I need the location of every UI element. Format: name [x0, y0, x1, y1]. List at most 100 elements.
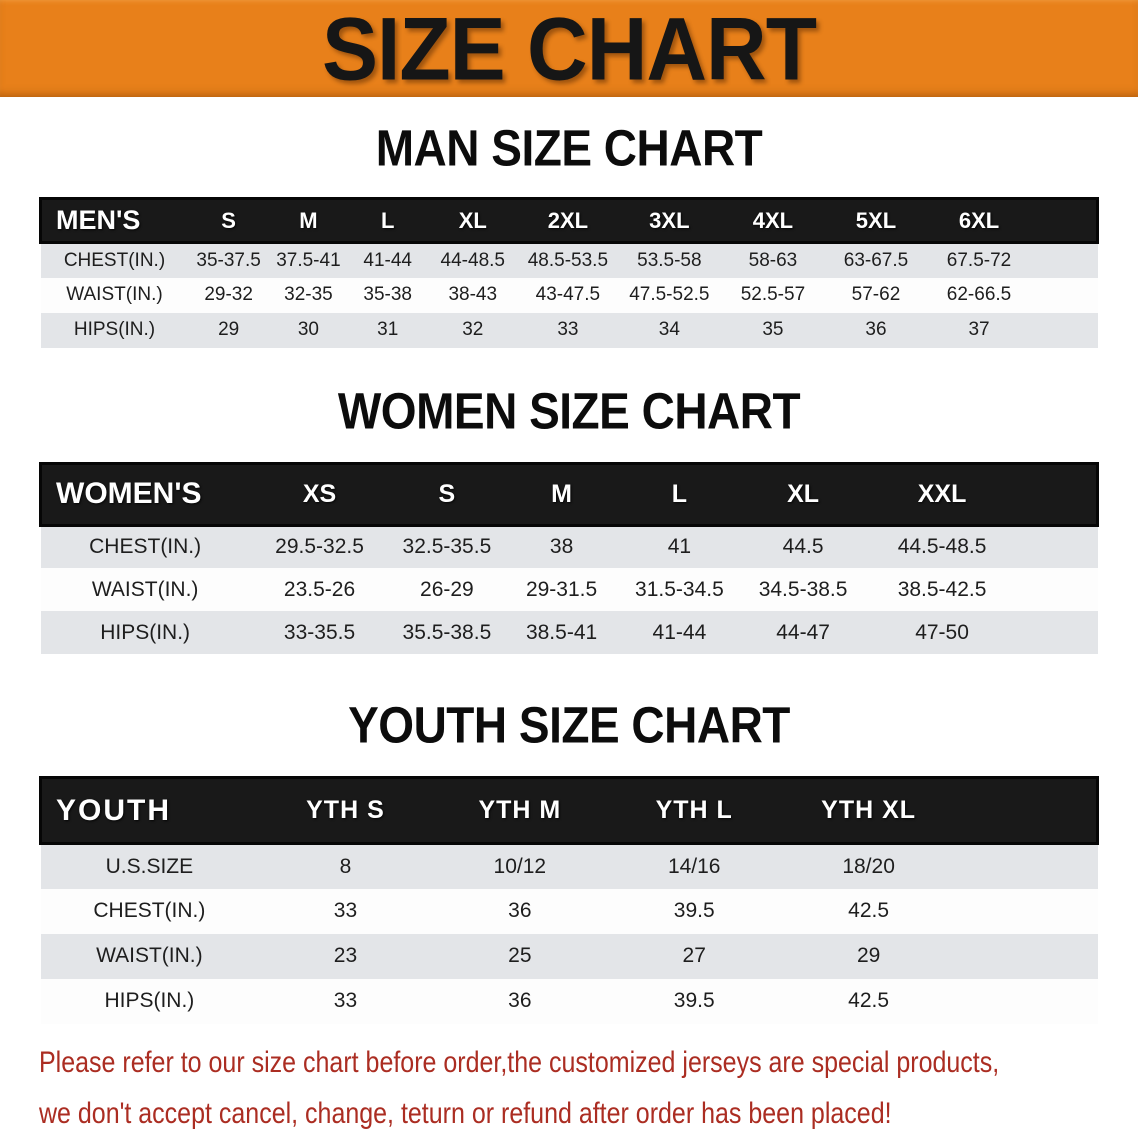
- youth-chart-title: YOUTH SIZE CHART: [348, 696, 790, 754]
- table-cell: 38.5-41: [504, 611, 619, 654]
- table-cell: 25: [432, 933, 608, 979]
- disclaimer: Please refer to our size chart before or…: [39, 1038, 1104, 1139]
- row-filler: [1018, 525, 1098, 568]
- disclaimer-line-2: we don't accept cancel, change, teturn o…: [39, 1096, 892, 1130]
- table-cell: 8: [258, 843, 433, 889]
- column-header: 2XL: [518, 197, 618, 244]
- row-filler: [1018, 568, 1098, 611]
- table-row: WAIST(IN.) 23.5-26 26-29 29-31.5 31.5-34.5 34…: [40, 568, 1098, 611]
- table-cell: 38: [504, 525, 619, 568]
- page-title: SIZE CHART: [322, 0, 817, 99]
- column-header: 6XL: [927, 197, 1031, 244]
- column-header: L: [618, 461, 741, 527]
- column-header: L: [348, 197, 428, 244]
- row-filler: [1030, 242, 1098, 278]
- row-label: CHEST(IN.): [40, 888, 259, 934]
- row-label: HIPS(IN.): [40, 611, 250, 654]
- table-cell: 35-38: [348, 277, 428, 313]
- table-row: CHEST(IN.) 29.5-32.5 32.5-35.5 38 41 44.5 44.5…: [40, 525, 1098, 568]
- table-cell: 34: [617, 312, 722, 348]
- column-header: YTH M: [432, 776, 608, 845]
- table-cell: 36: [432, 978, 608, 1024]
- table-row: WAIST(IN.) 29-32 32-35 35-38 38-43 43-47.5 47.…: [40, 277, 1098, 313]
- column-header: 4XL: [721, 197, 825, 244]
- column-header: M: [504, 461, 619, 527]
- table-cell: 10/12: [432, 843, 608, 889]
- row-filler: [1018, 611, 1098, 654]
- table-cell: 47.5-52.5: [617, 277, 722, 313]
- row-filler: [955, 888, 1098, 934]
- banner: SIZE CHART: [0, 0, 1138, 97]
- table-cell: 38-43: [427, 277, 519, 313]
- table-cell: 29: [781, 933, 956, 979]
- table-cell: 30: [268, 312, 349, 348]
- table-header-label: YOUTH: [39, 776, 259, 845]
- table-cell: 33: [258, 978, 433, 1024]
- table-cell: 29.5-32.5: [249, 525, 390, 568]
- table-cell: 36: [432, 888, 608, 934]
- table-header-label: MEN'S: [39, 197, 189, 244]
- table-cell: 39.5: [607, 978, 782, 1024]
- column-header: YTH L: [607, 776, 782, 845]
- table-cell: 32-35: [268, 277, 349, 313]
- row-filler: [955, 978, 1098, 1024]
- table-cell: 33-35.5: [249, 611, 390, 654]
- row-filler: [955, 843, 1098, 889]
- women-size-chart-section: WOMEN SIZE CHART WOMEN'S XS S M L XL XXL CHEST(…: [0, 383, 1138, 654]
- column-header: XS: [249, 461, 390, 527]
- table-cell: 58-63: [721, 242, 825, 278]
- row-label: CHEST(IN.): [40, 525, 250, 568]
- table-cell: 33: [258, 888, 433, 934]
- row-filler: [1030, 277, 1098, 313]
- column-header: YTH XL: [781, 776, 956, 845]
- row-label: U.S.SIZE: [40, 843, 259, 889]
- table-row: HIPS(IN.) 29 30 31 32 33 34 35 36 37: [40, 312, 1098, 348]
- size-table-youth: YOUTH YTH S YTH M YTH L YTH XL U.S.SIZE 8 10/12…: [39, 776, 1099, 1024]
- youth-size-table-wrap: YOUTH YTH S YTH M YTH L YTH XL U.S.SIZE 8 10/12…: [39, 776, 1099, 1024]
- table-cell: 44.5-48.5: [865, 525, 1019, 568]
- youth-size-chart-section: YOUTH SIZE CHART YOUTH YTH S YTH M YTH L YTH…: [0, 696, 1138, 1024]
- table-header-label: WOMEN'S: [38, 461, 250, 527]
- table-cell: 38.5-42.5: [865, 568, 1019, 611]
- column-header: S: [389, 461, 505, 527]
- table-cell: 37.5-41: [268, 242, 349, 278]
- table-row: CHEST(IN.) 35-37.5 37.5-41 41-44 44-48.5 48.5…: [40, 242, 1098, 278]
- column-header: 5XL: [824, 197, 928, 244]
- row-label: WAIST(IN.): [40, 277, 189, 313]
- table-cell: 52.5-57: [721, 277, 825, 313]
- table-row: U.S.SIZE 8 10/12 14/16 18/20: [40, 843, 1098, 889]
- men-size-chart-section: MAN SIZE CHART MEN'S S M L XL 2XL 3XL 4XL 5XL 6XL…: [0, 119, 1138, 348]
- table-row: HIPS(IN.) 33-35.5 35.5-38.5 38.5-41 41-44 44-…: [40, 611, 1098, 654]
- table-cell: 39.5: [607, 888, 782, 934]
- table-cell: 31.5-34.5: [618, 568, 741, 611]
- table-cell: 18/20: [781, 843, 956, 889]
- table-cell: 31: [348, 312, 428, 348]
- table-row: WAIST(IN.) 23 25 27 29: [40, 933, 1098, 979]
- table-cell: 44.5: [740, 525, 866, 568]
- table-cell: 36: [824, 312, 928, 348]
- column-header: XXL: [865, 461, 1019, 527]
- table-cell: 33: [518, 312, 618, 348]
- table-cell: 32: [427, 312, 519, 348]
- size-table-men: MEN'S S M L XL 2XL 3XL 4XL 5XL 6XL CHEST(IN.) 35-37…: [39, 197, 1099, 348]
- women-size-table-wrap: WOMEN'S XS S M L XL XXL CHEST(IN.) 29.5-32.5 32.5…: [38, 461, 1100, 654]
- header-filler: [955, 776, 1099, 845]
- table-cell: 29: [188, 312, 269, 348]
- table-cell: 27: [607, 933, 782, 979]
- header-filler: [1030, 197, 1099, 244]
- table-cell: 35.5-38.5: [389, 611, 505, 654]
- table-cell: 29-31.5: [504, 568, 619, 611]
- table-header-row: WOMEN'S XS S M L XL XXL: [38, 461, 1100, 527]
- column-header: S: [188, 197, 269, 244]
- men-chart-title: MAN SIZE CHART: [375, 119, 763, 177]
- table-cell: 34.5-38.5: [740, 568, 866, 611]
- table-cell: 48.5-53.5: [518, 242, 618, 278]
- table-cell: 43-47.5: [518, 277, 618, 313]
- table-row: CHEST(IN.) 33 36 39.5 42.5: [40, 888, 1098, 934]
- table-cell: 35: [721, 312, 825, 348]
- row-filler: [955, 933, 1098, 979]
- table-row: HIPS(IN.) 33 36 39.5 42.5: [40, 978, 1098, 1024]
- table-cell: 23.5-26: [249, 568, 390, 611]
- table-cell: 29-32: [188, 277, 269, 313]
